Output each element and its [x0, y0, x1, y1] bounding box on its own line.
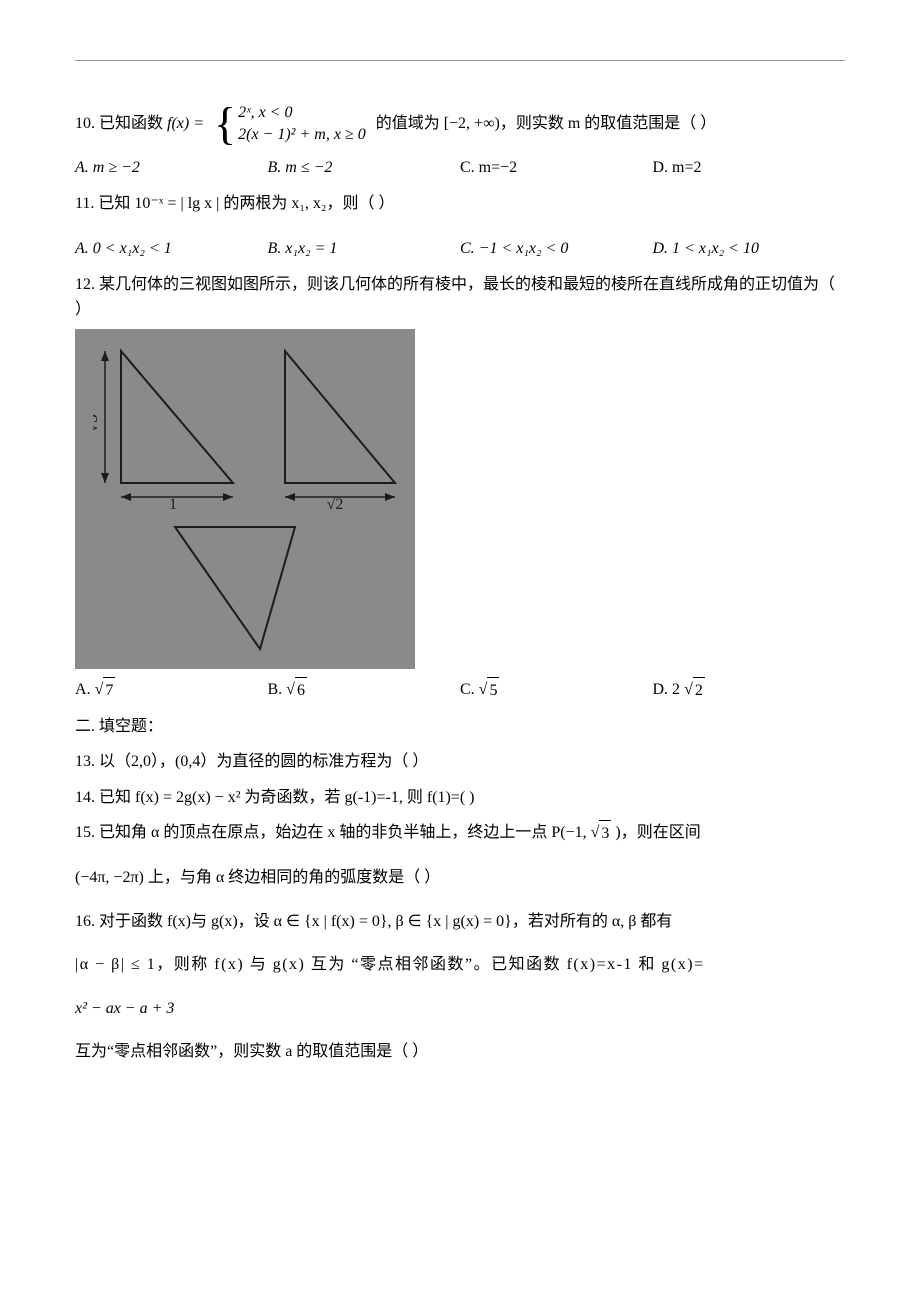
- q12-optB: B. √6: [268, 677, 461, 704]
- q11-options: A. 0 < x₁x₂ < 1 B. x₁x₂ = 1 C. −1 < x₁x₂…: [75, 236, 845, 262]
- tri2-svg: √2: [275, 343, 415, 509]
- q10-optB: B. m ≤ −2: [268, 155, 461, 181]
- q10-optD: D. m=2: [653, 155, 846, 181]
- svg-text:√5: √5: [93, 414, 101, 433]
- section2-title: 二. 填空题：: [75, 714, 845, 740]
- q11-stem: 11. 已知 10⁻ˣ = | lg x | 的两根为 x₁, x₂，则（ ）: [75, 191, 845, 217]
- q12-optB-pre: B.: [268, 681, 287, 698]
- q12-stem: 12. 某几何体的三视图如图所示，则该几何体的所有棱中，最长的棱和最短的棱所在直…: [75, 272, 845, 323]
- q10: 10. 已知函数 f(x) = { 2ˣ, x < 0 2(x − 1)² + …: [75, 101, 845, 181]
- q13: 13. 以（2,0），(0,4）为直径的圆的标准方程为（ ）: [75, 749, 845, 775]
- q11-optD: D. 1 < x₁x₂ < 10: [653, 236, 846, 262]
- q11-optA: A. 0 < x₁x₂ < 1: [75, 236, 268, 262]
- q12-optC-rad: 5: [487, 677, 499, 704]
- q12-optC: C. √5: [460, 677, 653, 704]
- q10-piecewise: { 2ˣ, x < 0 2(x − 1)² + m, x ≥ 0: [214, 101, 366, 147]
- q15-line1-rad: 3: [599, 820, 611, 847]
- q10-prefix: 10. 已知函数: [75, 111, 163, 137]
- q12-optA-rad: 7: [103, 677, 115, 704]
- q10-case2: 2(x − 1)² + m, x ≥ 0: [238, 124, 366, 146]
- q15-line2: (−4π, −2π) 上，与角 α 终边相同的角的弧度数是（ ）: [75, 865, 845, 891]
- q16-line2: |α − β| ≤ 1，则称 f(x) 与 g(x) 互为 “零点相邻函数”。已…: [75, 952, 845, 978]
- q11: 11. 已知 10⁻ˣ = | lg x | 的两根为 x₁, x₂，则（ ） …: [75, 191, 845, 262]
- q12-optC-pre: C.: [460, 681, 479, 698]
- q12-optD-rad: 2: [693, 677, 705, 704]
- q12: 12. 某几何体的三视图如图所示，则该几何体的所有棱中，最长的棱和最短的棱所在直…: [75, 272, 845, 704]
- q12-optD-pre: D. 2: [653, 681, 681, 698]
- q15: 15. 已知角 α 的顶点在原点，始边在 x 轴的非负半轴上，终边上一点 P(−…: [75, 820, 845, 847]
- q10-mid: 的值域为 [−2, +∞)，则实数 m 的取值范围是（ ）: [376, 111, 717, 137]
- q12-optB-rad: 6: [295, 677, 307, 704]
- q15-line1-post: )，则在区间: [615, 824, 700, 841]
- q12-optD: D. 2 √2: [653, 677, 846, 704]
- q11-optB: B. x₁x₂ = 1: [268, 236, 461, 262]
- q11-optC: C. −1 < x₁x₂ < 0: [460, 236, 653, 262]
- q14: 14. 已知 f(x) = 2g(x) − x² 为奇函数，若 g(-1)=-1…: [75, 785, 845, 811]
- q15-line1-pre: 15. 已知角 α 的顶点在原点，始边在 x 轴的非负半轴上，终边上一点 P(−…: [75, 824, 591, 841]
- svg-text:√2: √2: [327, 496, 344, 509]
- svg-text:1: 1: [169, 496, 177, 509]
- q16-line3: x² − ax − a + 3: [75, 996, 845, 1022]
- q16-line4: 互为“零点相邻函数”，则实数 a 的取值范围是（ ）: [75, 1039, 845, 1065]
- q16-line1: 16. 对于函数 f(x)与 g(x)，设 α ∈ {x | f(x) = 0}…: [75, 909, 845, 935]
- q12-figure: √5 1 √2: [75, 329, 415, 669]
- q10-optC: C. m=−2: [460, 155, 653, 181]
- tri1-svg: √5 1: [93, 343, 243, 509]
- q10-case1: 2ˣ, x < 0: [238, 102, 366, 124]
- page-rule: [75, 60, 845, 61]
- q10-fx: f(x) =: [167, 111, 204, 137]
- q10-options: A. m ≥ −2 B. m ≤ −2 C. m=−2 D. m=2: [75, 155, 845, 181]
- q12-options: A. √7 B. √6 C. √5 D. 2 √2: [75, 677, 845, 704]
- q10-optA: A. m ≥ −2: [75, 155, 268, 181]
- q12-optA: A. √7: [75, 677, 268, 704]
- q12-optA-pre: A.: [75, 681, 95, 698]
- tri3-svg: [165, 519, 315, 659]
